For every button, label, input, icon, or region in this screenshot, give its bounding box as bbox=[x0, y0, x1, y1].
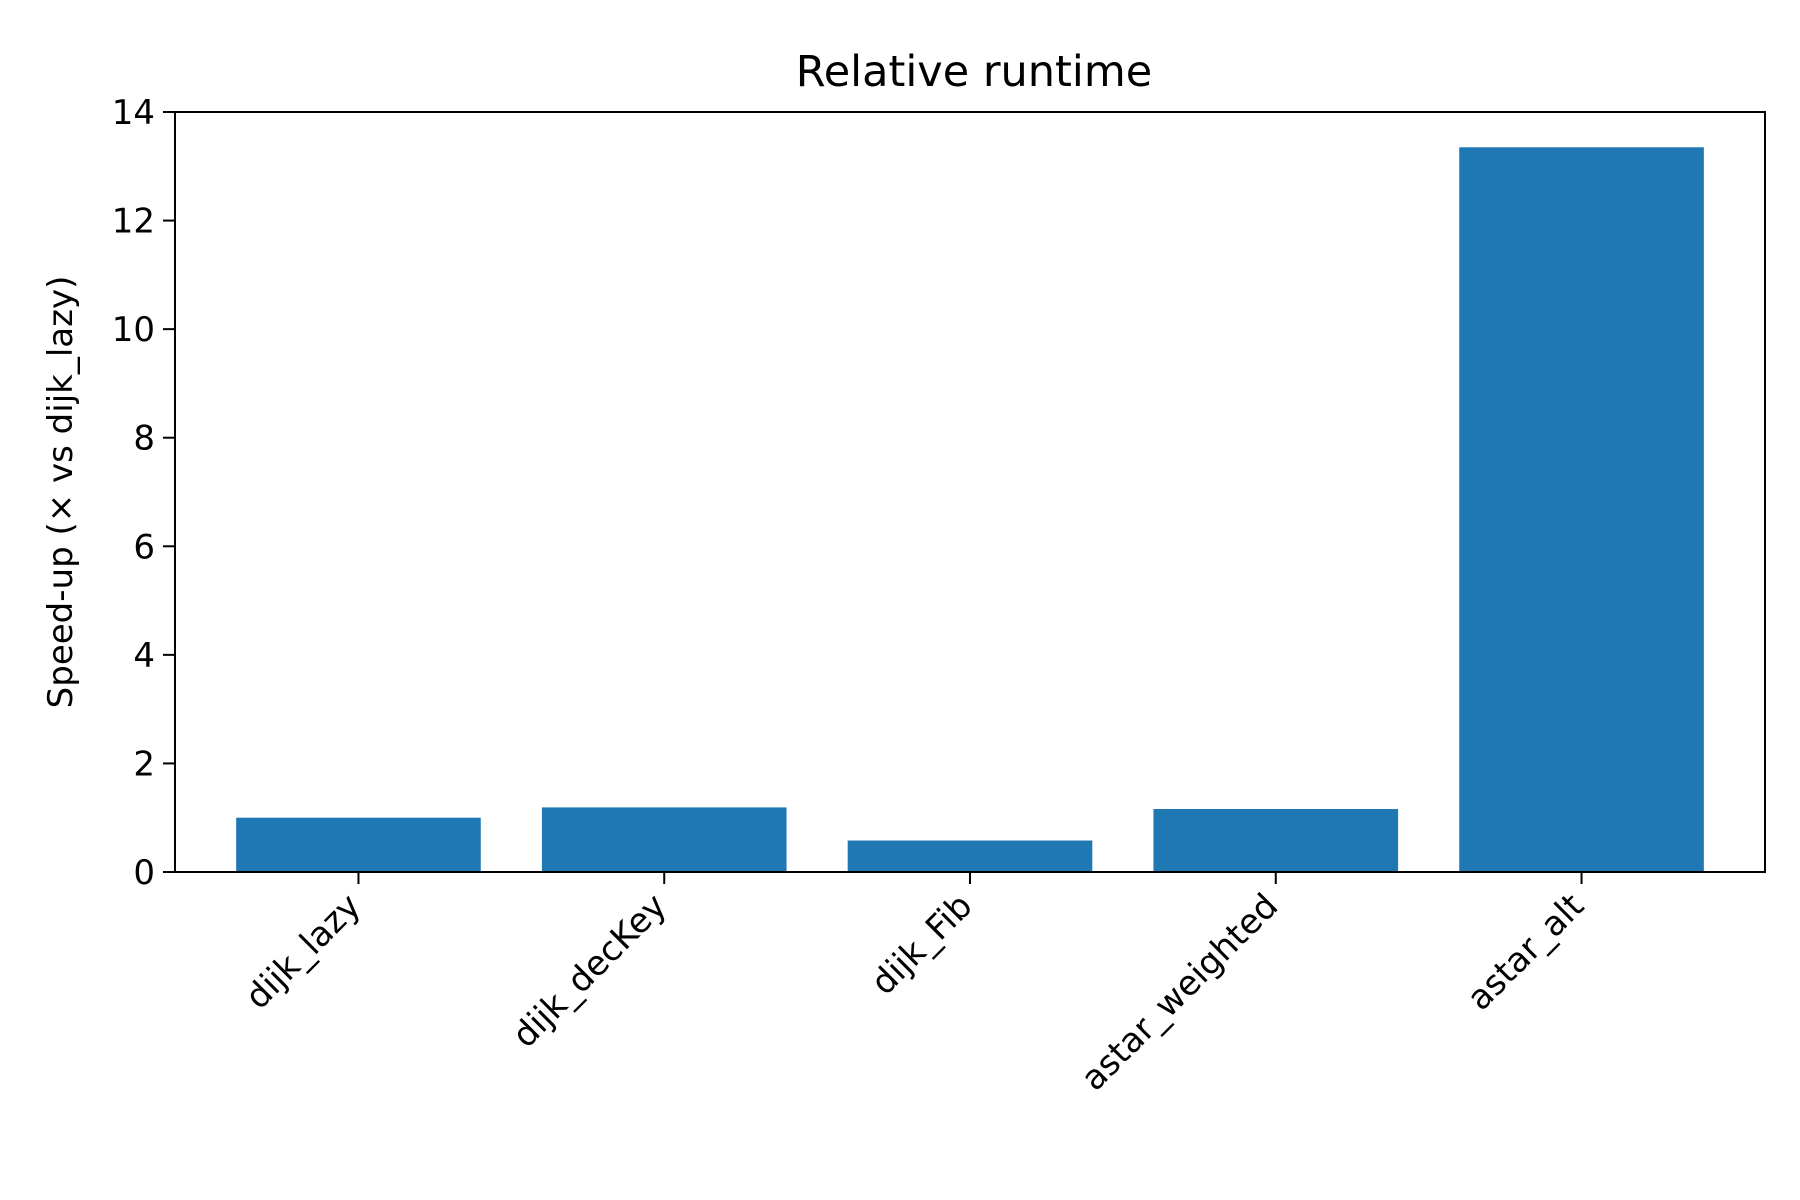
y-tick-label: 12 bbox=[112, 202, 155, 242]
bar-astar_alt bbox=[1459, 147, 1704, 873]
x-tick-label-dijk_Fib: dijk_Fib bbox=[863, 886, 980, 1003]
x-axis-ticks: dijk_lazy dijk_decKey dijk_Fib astar_weight… bbox=[238, 872, 1592, 1099]
y-axis-label: Speed-up (× vs dijk_lazy) bbox=[41, 276, 81, 709]
x-tick-label-dijk_decKey: dijk_decKey bbox=[505, 886, 675, 1056]
y-tick-label: 14 bbox=[112, 93, 155, 133]
y-tick-label: 10 bbox=[112, 310, 155, 350]
x-tick-label-astar_weighted: astar_weighted bbox=[1073, 886, 1286, 1099]
bar-dijk_Fib bbox=[847, 840, 1093, 872]
y-tick-label: 2 bbox=[133, 744, 155, 784]
y-tick-label: 8 bbox=[133, 419, 155, 459]
y-axis-ticks: 0 2 4 6 8 10 12 14 bbox=[112, 93, 175, 893]
x-tick-label-astar_alt: astar_alt bbox=[1459, 886, 1591, 1018]
y-tick-label: 0 bbox=[133, 853, 155, 893]
y-tick-label: 6 bbox=[133, 527, 155, 567]
x-tick-label-dijk_lazy: dijk_lazy bbox=[238, 886, 369, 1017]
bars-group bbox=[236, 147, 1704, 873]
bar-dijk_decKey bbox=[541, 807, 787, 872]
bar-dijk_lazy bbox=[236, 817, 481, 872]
bar-astar_weighted bbox=[1153, 809, 1399, 872]
chart-title: Relative runtime bbox=[796, 47, 1152, 97]
y-tick-label: 4 bbox=[133, 636, 155, 676]
plot-area-frame bbox=[174, 111, 1766, 873]
